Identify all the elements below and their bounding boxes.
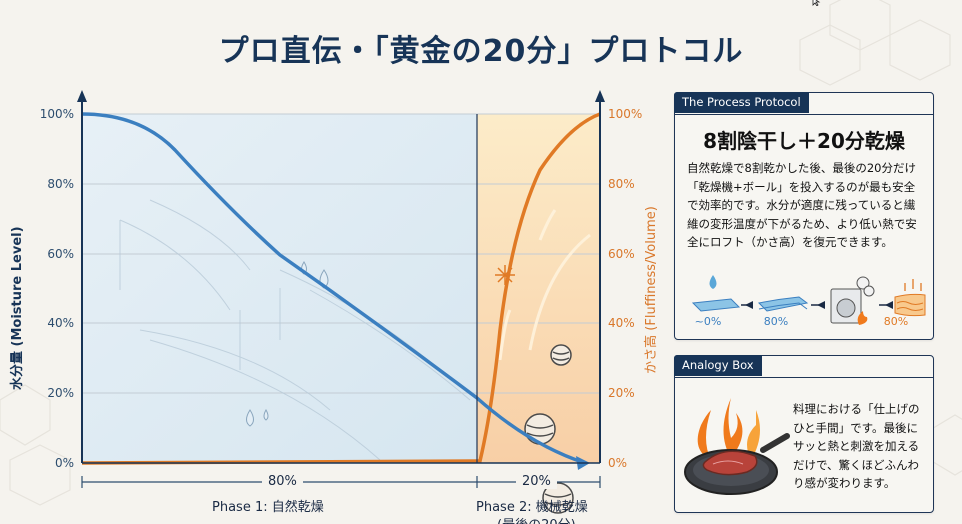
phase2-sublabel: (最後の20分)	[497, 514, 576, 524]
wet-cloth-icon	[691, 275, 741, 312]
steak-pan-icon	[684, 398, 790, 495]
chart-plot	[77, 90, 605, 514]
flow-label-4: 80%	[883, 315, 909, 328]
moisture-line	[81, 112, 586, 465]
sparkle-icon	[495, 265, 515, 285]
y-tick-right: 60%	[608, 247, 635, 261]
analogy-box: Analogy Box 料理における「仕上げのひと手間」です。最後にサッと熱と刺…	[674, 355, 934, 513]
y-tick-left: 0%	[54, 456, 74, 470]
process-body: 自然乾燥で8割乾かした後、最後の20分だけ「乾燥機+ボール」を投入するのが最も安…	[687, 161, 917, 249]
y-tick-right: 100%	[608, 107, 643, 121]
gridlines	[82, 113, 600, 394]
phase1-span-label: 80%	[262, 474, 303, 489]
dryer-icon	[830, 276, 875, 325]
phase2-span-label: 20%	[516, 474, 557, 489]
process-headline: 8割陰干し＋20分乾燥	[703, 129, 905, 153]
damp-cloth-icon	[757, 296, 809, 312]
process-protocol-box: The Process Protocol 8割陰干し＋20分乾燥 自然乾燥で8割…	[674, 92, 934, 340]
fluffiness-line	[81, 112, 601, 465]
y-tick-left: 40%	[47, 316, 74, 330]
y-tick-right: 80%	[608, 177, 635, 191]
y-tick-left: 80%	[47, 177, 74, 191]
y-tick-right: 20%	[608, 386, 635, 400]
y-axis-right-arrow-icon	[595, 90, 605, 102]
y-tick-left: 100%	[39, 107, 74, 121]
y-axis-left-label: 水分量 (Moisture Level)	[10, 226, 25, 390]
y-axis-left-arrow-icon	[77, 90, 87, 102]
phase1-label: Phase 1: 自然乾燥	[212, 500, 324, 515]
process-flow-diagram	[691, 275, 926, 325]
flow-label-1: ~0%	[694, 315, 722, 328]
fluffy-cloth-icon	[894, 279, 926, 317]
mouse-cursor-icon	[812, 0, 821, 6]
y-tick-left: 20%	[47, 386, 74, 400]
process-box-tab: The Process Protocol	[674, 92, 809, 113]
phase2-region	[477, 114, 600, 463]
page-title: プロ直伝・「黄金の20分」プロトコル	[218, 34, 744, 69]
dryer-ball-icons	[524, 344, 574, 514]
drying-chart: 100% 80% 60% 40% 20% 0% 100% 80% 60% 40%…	[0, 80, 660, 524]
y-tick-right: 40%	[608, 316, 635, 330]
y-tick-right: 0%	[608, 456, 628, 470]
y-tick-left: 60%	[47, 247, 74, 261]
phase2-label: Phase 2: 機械乾燥	[476, 500, 588, 515]
flow-label-2: 80%	[763, 315, 789, 328]
y-axis-right-label: かさ高 (Fluffiness/Volume)	[644, 206, 659, 374]
analogy-box-tab: Analogy Box	[674, 355, 762, 376]
analogy-body: 料理における「仕上げのひと手間」です。最後にサッと熱と刺激を加えるだけで、驚くほ…	[793, 402, 920, 490]
rising-arrows	[498, 209, 591, 361]
